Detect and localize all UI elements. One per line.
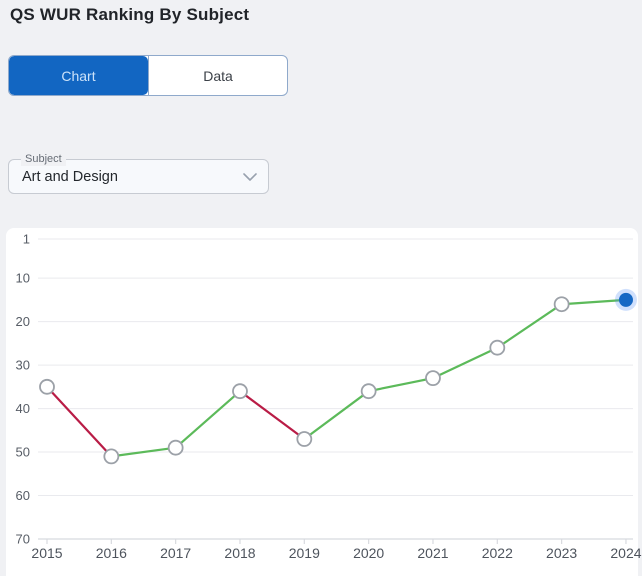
x-axis-tick-label: 2022 xyxy=(482,545,513,561)
x-axis-tick-label: 2024 xyxy=(610,545,641,561)
x-axis-tick-label: 2023 xyxy=(546,545,577,561)
data-point[interactable] xyxy=(167,439,184,456)
trend-segment xyxy=(367,377,435,393)
trend-segment xyxy=(110,446,177,458)
y-axis-tick-label: 60 xyxy=(16,488,30,503)
data-point[interactable] xyxy=(489,339,506,356)
trend-segment xyxy=(560,298,628,306)
trend-segment xyxy=(496,303,563,349)
data-point[interactable] xyxy=(296,431,313,447)
subject-select-label: Subject xyxy=(21,153,66,166)
trend-segment xyxy=(303,390,370,441)
x-axis-tick-label: 2018 xyxy=(224,545,255,561)
x-axis-tick-label: 2020 xyxy=(353,545,384,561)
y-axis-tick-label: 30 xyxy=(16,358,30,373)
view-tab-group: Chart Data xyxy=(8,55,288,96)
data-point[interactable] xyxy=(39,378,55,395)
data-point[interactable] xyxy=(553,296,570,313)
trend-segment xyxy=(238,390,306,441)
x-axis-tick-label: 2015 xyxy=(31,545,62,561)
y-axis-tick-label: 50 xyxy=(16,445,30,460)
y-axis-tick-label: 40 xyxy=(16,401,30,416)
x-axis-tick-label: 2017 xyxy=(160,545,191,561)
y-axis-tick-label: 1 xyxy=(23,232,30,247)
data-point[interactable] xyxy=(425,370,441,387)
y-axis-tick-label: 70 xyxy=(16,532,30,547)
subject-select[interactable]: Subject Art and Design xyxy=(8,153,269,194)
subject-select-value: Art and Design xyxy=(22,168,118,185)
tab-chart[interactable]: Chart xyxy=(9,56,148,95)
trend-segment xyxy=(174,390,242,449)
tab-data[interactable]: Data xyxy=(148,56,287,95)
y-axis-tick-label: 20 xyxy=(16,314,30,329)
data-point[interactable] xyxy=(103,448,120,465)
chart-panel xyxy=(6,228,638,576)
x-axis-tick-label: 2016 xyxy=(96,545,127,561)
chevron-down-icon xyxy=(243,172,257,181)
y-axis-tick-label: 10 xyxy=(16,271,30,286)
data-point[interactable] xyxy=(232,383,248,400)
data-point-current[interactable] xyxy=(618,292,633,307)
trend-segment xyxy=(45,385,113,458)
page-title: QS WUR Ranking By Subject xyxy=(10,5,250,24)
x-axis-tick-label: 2021 xyxy=(417,545,448,561)
data-point[interactable] xyxy=(360,383,377,400)
x-axis-tick-label: 2019 xyxy=(289,545,320,561)
trend-segment xyxy=(431,346,499,380)
